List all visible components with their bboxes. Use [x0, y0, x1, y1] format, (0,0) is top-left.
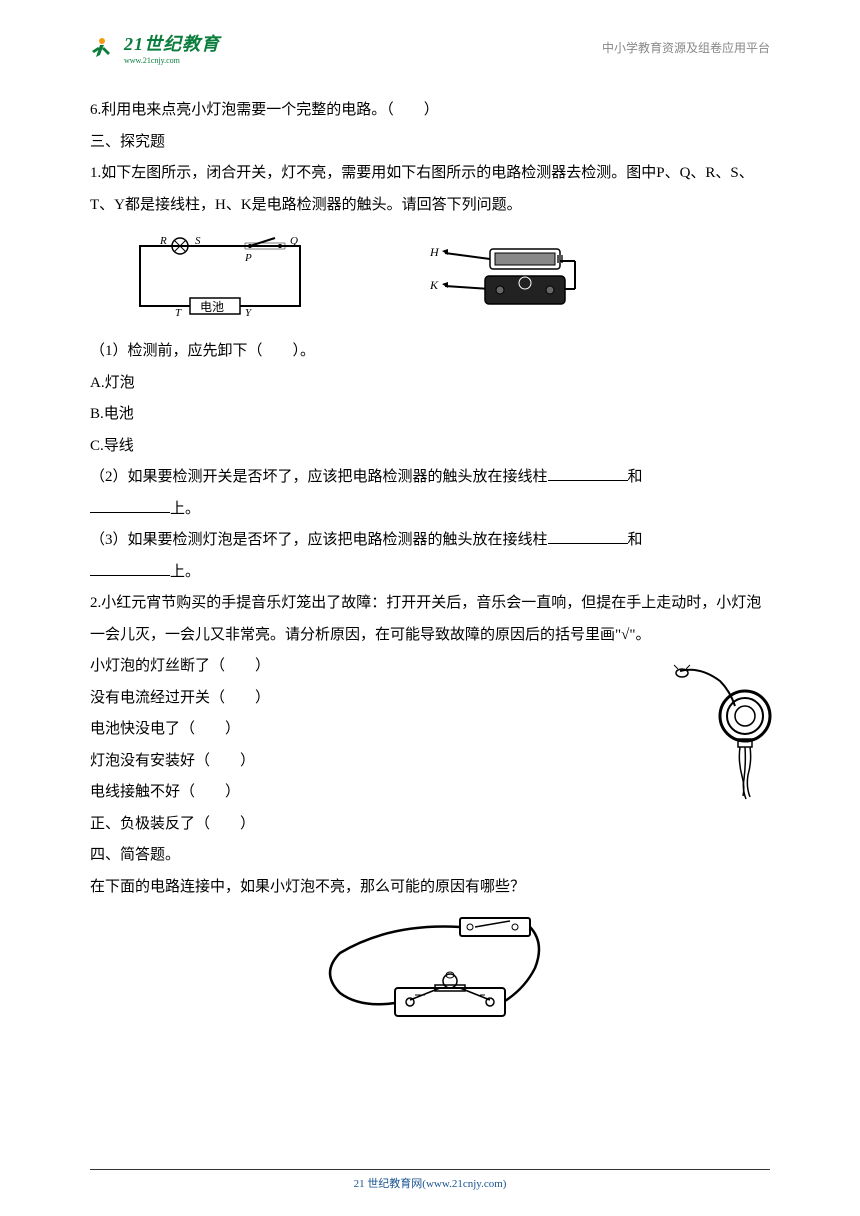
q-3-1-3-text-c: 上。: [170, 564, 200, 580]
blank-input[interactable]: [90, 561, 170, 576]
blank-input[interactable]: [548, 529, 628, 544]
q-3-1-2-text-b: 和: [628, 469, 643, 485]
logo-main-text: 21世纪教育: [124, 30, 220, 56]
logo-icon: [90, 33, 120, 63]
option-3-2-2: 电池快没电了（ ）: [90, 714, 770, 746]
option-B: B.电池: [90, 399, 770, 431]
q-3-1-3-text-b: 和: [628, 532, 643, 548]
svg-text:Q: Q: [290, 236, 298, 247]
content-body: 6.利用电来点亮小灯泡需要一个完整的电路。（ ） 三、探究题 1.如下左图所示，…: [90, 95, 770, 1018]
option-3-2-4: 电线接触不好（ ）: [90, 777, 770, 809]
blank-input[interactable]: [90, 498, 170, 513]
svg-text:Y: Y: [245, 307, 253, 319]
lantern-section: 小灯泡的灯丝断了（ ） 没有电流经过开关（ ） 电池快没电了（ ） 灯泡没有安装…: [90, 651, 770, 840]
svg-text:T: T: [175, 307, 182, 319]
question-3-1-1: （1）检测前，应先卸下（ ）。: [90, 336, 770, 368]
section-4-heading: 四、简答题。: [90, 840, 770, 872]
logo-text: 21世纪教育 www.21cnjy.com: [124, 30, 220, 65]
option-A: A.灯泡: [90, 368, 770, 400]
q-3-1-2-text-c: 上。: [170, 501, 200, 517]
circuit-left-diagram: R S Q P 电池 T Y: [130, 236, 310, 321]
section-3-heading: 三、探究题: [90, 127, 770, 159]
svg-text:电池: 电池: [200, 300, 224, 314]
question-3-1-3: （3）如果要检测灯泡是否坏了，应该把电路检测器的触头放在接线柱 和上。: [90, 525, 770, 588]
logo: 21世纪教育 www.21cnjy.com: [90, 30, 220, 65]
question-4-1: 在下面的电路连接中，如果小灯泡不亮，那么可能的原因有哪些？: [90, 872, 770, 904]
page-header: 21世纪教育 www.21cnjy.com 中小学教育资源及组卷应用平台: [90, 30, 770, 65]
q-3-1-2-text-a: （2）如果要检测开关是否坏了，应该把电路检测器的触头放在接线柱: [90, 469, 548, 485]
page-footer: 21 世纪教育网(www.21cnjy.com): [90, 1169, 770, 1191]
figure-row: R S Q P 电池 T Y H K: [130, 236, 770, 321]
svg-text:K: K: [430, 278, 439, 292]
q-3-1-3-text-a: （3）如果要检测灯泡是否坏了，应该把电路检测器的触头放在接线柱: [90, 532, 548, 548]
option-3-2-0: 小灯泡的灯丝断了（ ）: [90, 651, 770, 683]
circuit-right-diagram: H K: [430, 241, 610, 316]
option-C: C.导线: [90, 431, 770, 463]
svg-text:P: P: [244, 252, 252, 264]
header-right-text: 中小学教育资源及组卷应用平台: [602, 39, 770, 56]
question-3-1-2: （2）如果要检测开关是否坏了，应该把电路检测器的触头放在接线柱 和上。: [90, 462, 770, 525]
svg-text:H: H: [430, 245, 440, 259]
lantern-icon: [670, 661, 790, 811]
circuit-bottom-diagram: [310, 913, 550, 1018]
svg-text:R: R: [159, 236, 167, 247]
question-6: 6.利用电来点亮小灯泡需要一个完整的电路。（ ）: [90, 95, 770, 127]
svg-text:S: S: [195, 236, 201, 247]
question-3-2-intro: 2.小红元宵节购买的手提音乐灯笼出了故障：打开开关后，音乐会一直响，但提在手上走…: [90, 588, 770, 651]
blank-input[interactable]: [548, 466, 628, 481]
logo-sub-text: www.21cnjy.com: [124, 56, 220, 65]
option-3-2-5: 正、负极装反了（ ）: [90, 809, 770, 841]
question-3-1-intro: 1.如下左图所示，闭合开关，灯不亮，需要用如下右图所示的电路检测器去检测。图中P…: [90, 158, 770, 221]
option-3-2-3: 灯泡没有安装好（ ）: [90, 746, 770, 778]
option-3-2-1: 没有电流经过开关（ ）: [90, 683, 770, 715]
